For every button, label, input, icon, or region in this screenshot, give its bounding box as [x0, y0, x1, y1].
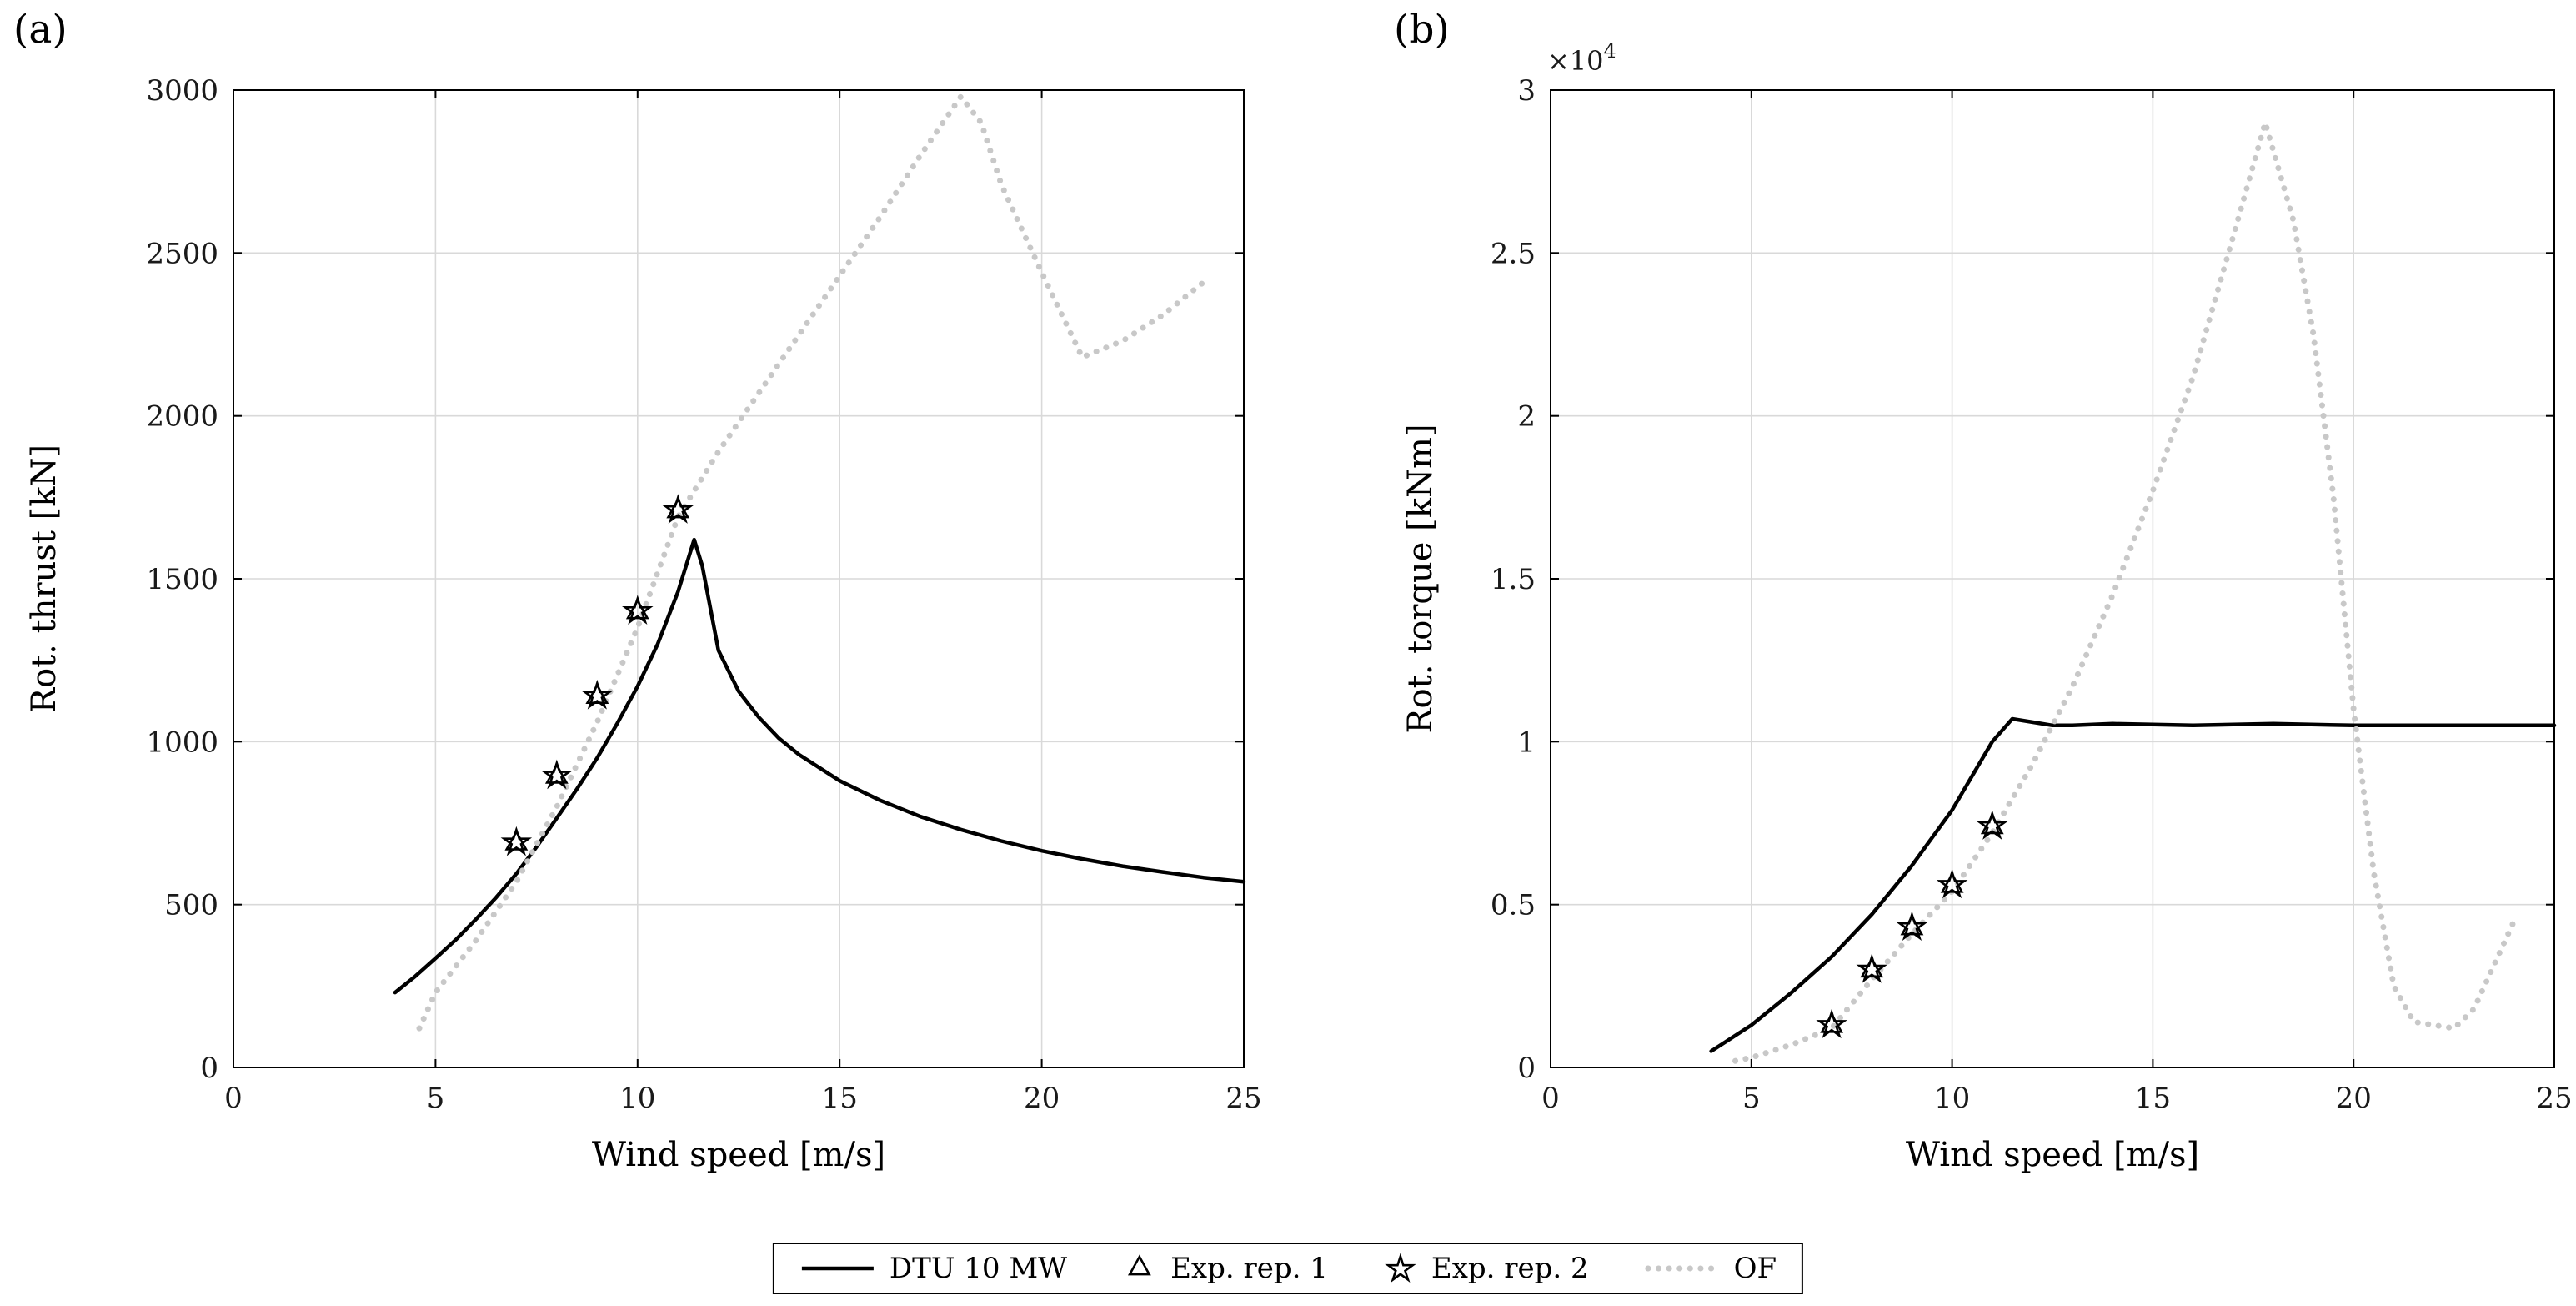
x-tick-label: 10	[619, 1082, 655, 1115]
triangle-marker	[1820, 1012, 1844, 1033]
legend-label: DTU 10 MW	[889, 1252, 1068, 1285]
series-markers	[1816, 810, 2008, 1039]
legend-item-of: OF	[1644, 1251, 1777, 1286]
triangle-marker	[585, 682, 609, 704]
y-tick-label: 0	[200, 1052, 218, 1085]
y-tick-label: 2500	[146, 237, 218, 270]
x-tick-label: 10	[1934, 1082, 1970, 1115]
legend-swatch-solid-line	[801, 1266, 874, 1271]
legend-swatch-triangle	[1128, 1254, 1152, 1276]
star-marker	[662, 494, 694, 524]
star-marker	[1977, 810, 2008, 840]
legend-item-dtu-10-mw: DTU 10 MW	[799, 1251, 1067, 1286]
tick-labels: 0 5 10 15 20 25 0 500 1000 1500 2000 2500 3000	[146, 74, 1261, 1115]
x-tick-label: 20	[1024, 1082, 1060, 1115]
x-tick-label: 15	[822, 1082, 858, 1115]
legend-item-exp-rep-2: Exp. rep. 2	[1383, 1251, 1589, 1286]
ticks	[233, 89, 1245, 1068]
star-marker	[1856, 953, 1888, 983]
y-axis-exponent: ×104	[1547, 39, 1616, 77]
series-markers	[500, 494, 694, 856]
triangle-marker	[1860, 957, 1884, 978]
triangle-marker	[625, 598, 649, 620]
rotor-thrust-chart: 0 5 10 15 20 25 0 500 1000 1500 2000 2500 3000 Wind s…	[25, 74, 1262, 1174]
x-tick-label: 5	[427, 1082, 445, 1115]
grid	[1551, 90, 2554, 1067]
grid	[233, 90, 1244, 1067]
x-tick-label: 5	[1742, 1082, 1761, 1115]
legend: DTU 10 MW Exp. rep. 1 Exp. rep. 2 OF	[772, 1243, 1804, 1294]
x-axis-label: Wind speed [m/s]	[1906, 1136, 2199, 1174]
legend-swatch-dotted-line	[1645, 1265, 1721, 1272]
series-lines	[1709, 119, 2557, 1064]
triangle-marker	[544, 762, 569, 784]
x-tick-label: 25	[1225, 1082, 1261, 1115]
legend-label: Exp. rep. 2	[1431, 1252, 1589, 1285]
ticks	[1550, 89, 2555, 1068]
x-tick-label: 25	[2536, 1082, 2572, 1115]
y-tick-label: 500	[164, 889, 218, 922]
tick-labels: 0 5 10 15 20 25 0 0.5 1 1.5 2 2.5 3	[1491, 74, 2573, 1115]
legend-label: OF	[1733, 1252, 1777, 1285]
y-tick-label: 3000	[146, 74, 218, 108]
y-tick-label: 2	[1517, 400, 1536, 434]
star-marker	[1896, 911, 1928, 941]
triangle-marker	[504, 829, 529, 851]
y-tick-label: 0	[1517, 1052, 1536, 1085]
y-tick-label: 1000	[146, 726, 218, 759]
triangle-marker	[1900, 914, 1924, 936]
star-marker	[1936, 868, 1968, 899]
y-tick-label: 1.5	[1491, 563, 1536, 596]
x-axis-label: Wind speed [m/s]	[592, 1136, 885, 1174]
series-dtu-10-mw-line	[1709, 716, 2557, 1053]
star-marker	[1816, 1008, 1847, 1039]
y-tick-label: 1	[1517, 726, 1536, 759]
series-lines	[393, 93, 1246, 1032]
y-tick-label: 3	[1517, 74, 1536, 108]
triangle-marker	[1940, 872, 1964, 893]
legend-item-exp-rep-1: Exp. rep. 1	[1122, 1251, 1328, 1286]
y-tick-label: 1500	[146, 563, 218, 596]
x-tick-label: 20	[2336, 1082, 2372, 1115]
panel-label-b: (b)	[1394, 7, 1450, 53]
series-of-line	[1732, 119, 2518, 1064]
x-tick-label: 15	[2135, 1082, 2171, 1115]
triangle-marker	[1980, 813, 2004, 835]
series-of-line	[416, 93, 1206, 1032]
legend-swatch-star	[1385, 1253, 1416, 1283]
y-tick-label: 2000	[146, 400, 218, 434]
y-axis-label: Rot. thrust [kN]	[25, 445, 63, 713]
y-axis-label: Rot. torque [kNm]	[1401, 424, 1440, 733]
star-marker	[622, 595, 654, 625]
x-tick-label: 0	[224, 1082, 243, 1115]
star-marker	[541, 759, 573, 790]
y-tick-label: 0.5	[1491, 889, 1536, 922]
y-tick-label: 2.5	[1491, 237, 1536, 270]
star-marker	[500, 826, 533, 856]
legend-label: Exp. rep. 1	[1170, 1252, 1328, 1285]
panel-label-a: (a)	[13, 7, 68, 53]
triangle-marker	[666, 497, 690, 519]
x-tick-label: 0	[1541, 1082, 1560, 1115]
rotor-torque-chart: 0 5 10 15 20 25 0 0.5 1 1.5 2 2.5 3 Wind speed [m/s] R…	[1401, 39, 2573, 1174]
series-dtu-10-mw-line	[393, 537, 1246, 995]
star-marker	[581, 679, 614, 710]
